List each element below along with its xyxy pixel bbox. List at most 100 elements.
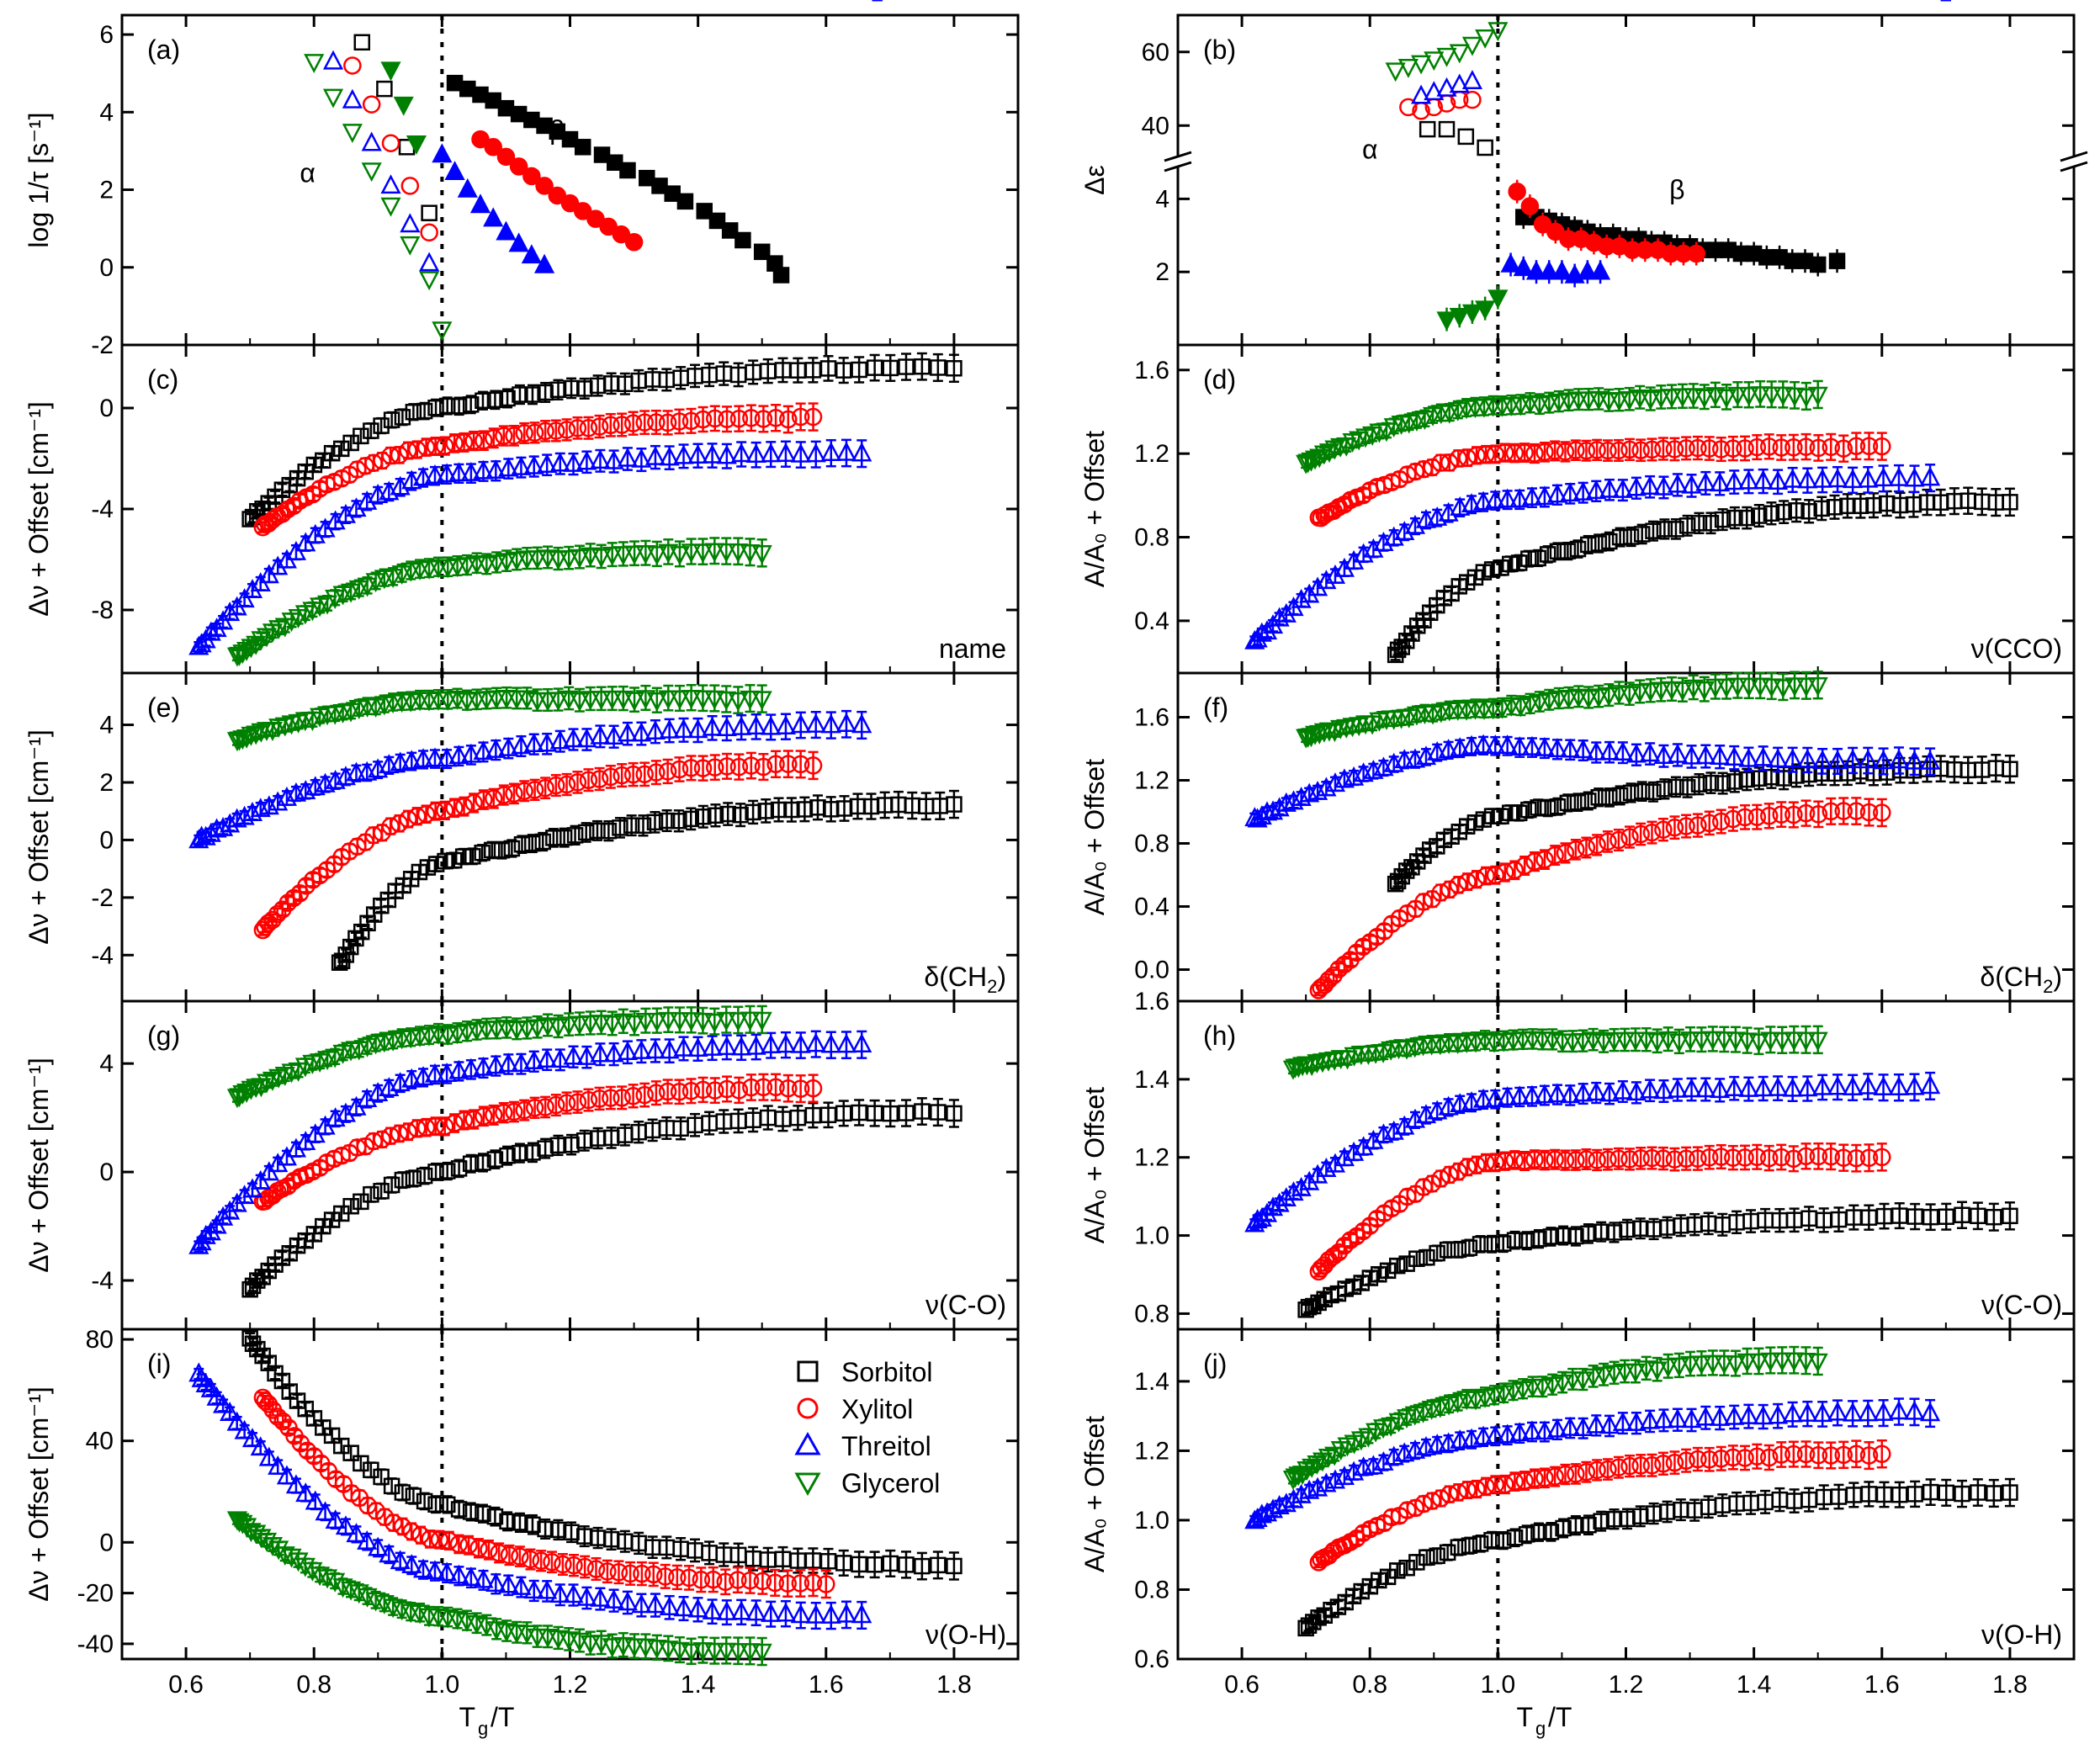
y-tick-label: -2 (91, 331, 114, 359)
data-point (1461, 36, 1483, 56)
data-point (483, 207, 504, 227)
data-point (412, 1066, 434, 1086)
data-point (728, 692, 749, 712)
data-point (1828, 252, 1846, 269)
data-point (1472, 490, 1494, 511)
data-point (511, 455, 532, 475)
data-point (424, 464, 446, 484)
data-point (1502, 555, 1519, 573)
data-point (1589, 260, 1611, 280)
axis-break-mark (1164, 161, 1192, 172)
data-point (394, 409, 411, 426)
data-point (670, 760, 689, 779)
data-point (1822, 802, 1841, 821)
data-point (1475, 564, 1493, 580)
data-point (424, 1063, 446, 1083)
data-point (1782, 468, 1803, 488)
mode-label-g: ν(C-O) (925, 1290, 1006, 1320)
data-point (624, 233, 644, 252)
data-point (835, 441, 857, 461)
data-point (1599, 392, 1620, 412)
data-point (557, 775, 576, 794)
data-point (454, 1111, 474, 1130)
data-point (1502, 804, 1519, 821)
data-point (586, 209, 605, 228)
series-c-xylitol (253, 402, 823, 537)
data-point (612, 546, 634, 566)
data-point (1539, 692, 1560, 712)
data-point (426, 437, 445, 456)
data-point (1694, 681, 1715, 701)
data-point (1700, 439, 1719, 458)
data-point (1586, 740, 1607, 761)
data-point (475, 1107, 493, 1126)
data-point (448, 1059, 469, 1079)
data-point (346, 497, 367, 517)
axis-break-mark (2060, 161, 2088, 172)
data-point (325, 510, 346, 530)
data-point (1788, 502, 1805, 519)
data-point (1449, 73, 1470, 93)
data-point (1724, 439, 1742, 458)
data-point (426, 1116, 445, 1136)
data-point (1763, 505, 1780, 522)
data-point (1520, 197, 1540, 215)
data-point (473, 740, 494, 761)
data-point (882, 359, 899, 377)
data-point (568, 419, 587, 437)
data-point (486, 690, 507, 710)
data-point (1690, 515, 1708, 532)
data-point (405, 1170, 422, 1187)
data-point (1625, 476, 1647, 496)
data-point (525, 423, 544, 443)
data-point (1631, 824, 1650, 844)
data-point (1865, 496, 1882, 514)
data-point (1611, 787, 1629, 804)
data-point (200, 621, 221, 641)
data-point (446, 74, 464, 92)
data-point (1447, 401, 1468, 421)
data-point (495, 1103, 513, 1122)
data-point (419, 252, 440, 272)
data-point (568, 1093, 587, 1111)
data-point (1546, 483, 1568, 503)
data-point (450, 398, 468, 415)
data-point (547, 421, 565, 440)
data-point (1567, 840, 1585, 859)
series-b-threitol (1410, 70, 1483, 104)
data-point (1497, 488, 1518, 508)
data-point (623, 692, 645, 712)
data-point (1556, 443, 1575, 461)
data-point (590, 770, 609, 788)
data-point (1738, 747, 1759, 767)
data-point (517, 550, 538, 570)
data-point (445, 434, 464, 453)
data-point (716, 444, 737, 464)
series-c-glycerol (226, 537, 772, 667)
data-point (1601, 533, 1618, 550)
data-point (1458, 872, 1477, 891)
data-point (1515, 856, 1534, 875)
data-point (1763, 768, 1780, 786)
data-point (1269, 607, 1290, 627)
data-point (1529, 395, 1550, 416)
data-point (1809, 438, 1828, 458)
data-point (1578, 689, 1599, 709)
data-point (634, 817, 652, 835)
data-point (1651, 389, 1672, 409)
data-point (473, 1056, 494, 1076)
data-point (498, 1052, 519, 1073)
data-point (505, 1102, 523, 1121)
data-point (362, 95, 381, 114)
data-point (1859, 437, 1879, 456)
data-point (623, 545, 645, 565)
data-point (1436, 311, 1457, 331)
data-point (563, 379, 580, 397)
data-point (2002, 494, 2018, 511)
data-point (363, 1186, 379, 1203)
data-point (1485, 489, 1506, 509)
data-point (729, 409, 749, 428)
data-point (1834, 439, 1853, 458)
data-point (1535, 850, 1554, 869)
data-point (1797, 469, 1818, 489)
